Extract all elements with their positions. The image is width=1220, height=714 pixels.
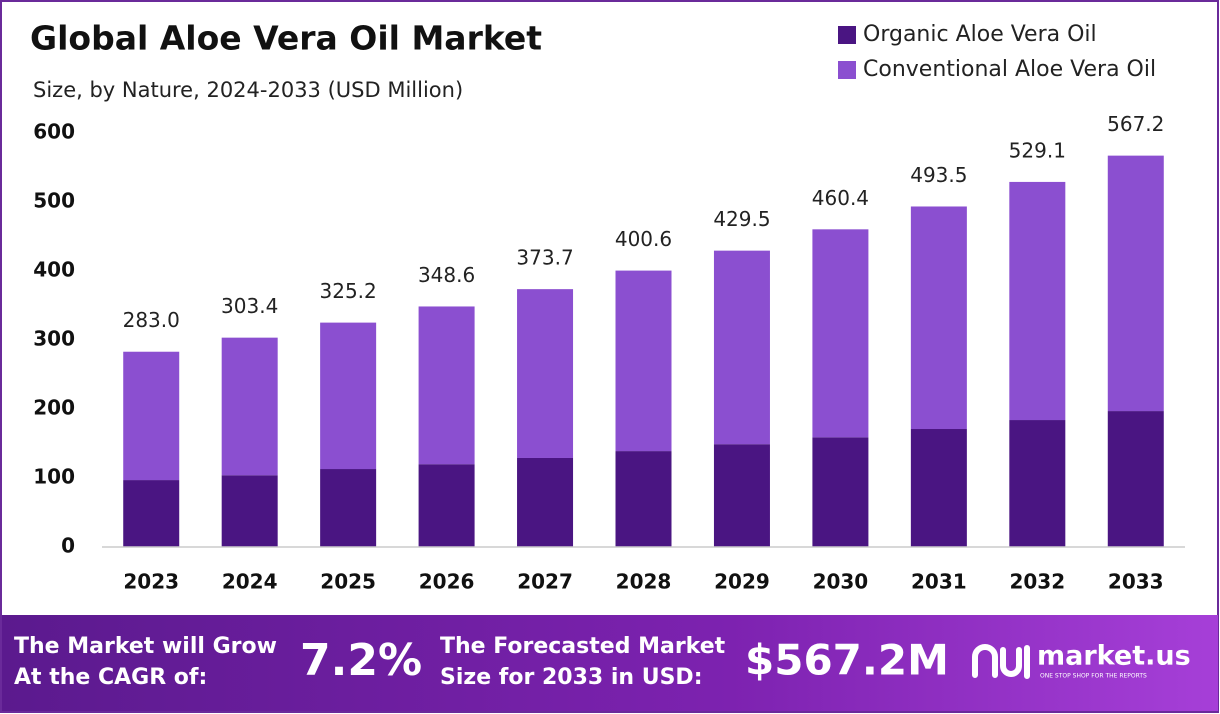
total-label: 529.1 [1009, 138, 1066, 162]
bar-segment [1107, 155, 1164, 412]
bar-segment [910, 429, 967, 547]
x-tick-label: 2025 [320, 570, 376, 594]
legend-label: Conventional Aloe Vera Oil [863, 57, 1156, 82]
tagline: ONE STOP SHOP FOR THE REPORTS [1040, 673, 1147, 680]
bar-segment [615, 270, 672, 452]
bar-segment [418, 464, 475, 547]
x-tick-label: 2026 [419, 570, 475, 594]
brand: market.us [1037, 641, 1191, 672]
x-tick-label: 2029 [714, 570, 770, 594]
y-tick-label: 200 [33, 396, 75, 420]
total-label: 567.2 [1107, 112, 1164, 136]
brand-logo [972, 644, 1030, 679]
total-label: 373.7 [516, 246, 573, 270]
legend-swatch [838, 26, 856, 44]
total-label: 348.6 [418, 263, 475, 287]
total-label: 400.6 [615, 227, 672, 251]
bar-segment [1107, 411, 1164, 547]
legend-label: Organic Aloe Vera Oil [863, 22, 1097, 47]
bar-segment [320, 469, 377, 547]
bar-segment [221, 337, 278, 476]
x-tick-label: 2031 [911, 570, 967, 594]
bar-segment [320, 322, 377, 470]
x-tick-label: 2030 [813, 570, 869, 594]
footer-text: Size for 2033 in USD: [440, 665, 703, 690]
x-tick-label: 2024 [222, 570, 278, 594]
footer-banner [2, 615, 1218, 711]
chart-title: Global Aloe Vera Oil Market [30, 19, 542, 58]
x-tick-label: 2027 [517, 570, 573, 594]
footer-value: $567.2M [745, 636, 949, 685]
total-label: 325.2 [320, 279, 377, 303]
y-tick-label: 100 [33, 465, 75, 489]
x-tick-label: 2028 [616, 570, 672, 594]
total-label: 283.0 [123, 308, 180, 332]
bar-segment [517, 289, 574, 458]
bar-segment [1009, 181, 1066, 421]
footer-value: 7.2% [300, 635, 422, 686]
footer-text: The Market will Grow [14, 634, 277, 659]
footer-text: At the CAGR of: [14, 665, 207, 690]
bar-segment [123, 351, 180, 481]
bar-segment [517, 457, 574, 547]
total-label: 493.5 [910, 163, 967, 187]
bar-segment [615, 451, 672, 547]
bar-segment [123, 480, 180, 547]
bar-segment [713, 250, 770, 445]
bar-segment [910, 206, 967, 430]
chart-subtitle: Size, by Nature, 2024-2033 (USD Million) [33, 78, 463, 102]
total-label: 429.5 [713, 207, 770, 231]
y-tick-label: 400 [33, 258, 75, 282]
x-tick-label: 2033 [1108, 570, 1164, 594]
y-tick-label: 0 [61, 534, 75, 558]
bar-segment [221, 475, 278, 547]
x-tick-label: 2023 [123, 570, 179, 594]
bar-segment [418, 306, 475, 465]
total-label: 303.4 [221, 294, 278, 318]
footer-text: The Forecasted Market [440, 634, 726, 659]
y-tick-label: 600 [33, 120, 75, 144]
y-tick-label: 300 [33, 327, 75, 351]
bar-segment [1009, 420, 1066, 547]
bar-segment [713, 444, 770, 547]
legend-swatch [838, 61, 856, 79]
total-label: 460.4 [812, 186, 869, 210]
bar-segment [812, 229, 869, 438]
x-tick-label: 2032 [1009, 570, 1065, 594]
footer: The Market will Grow At the CAGR of: 7.2… [14, 634, 1191, 690]
bar-segment [812, 437, 869, 547]
y-tick-label: 500 [33, 189, 75, 213]
